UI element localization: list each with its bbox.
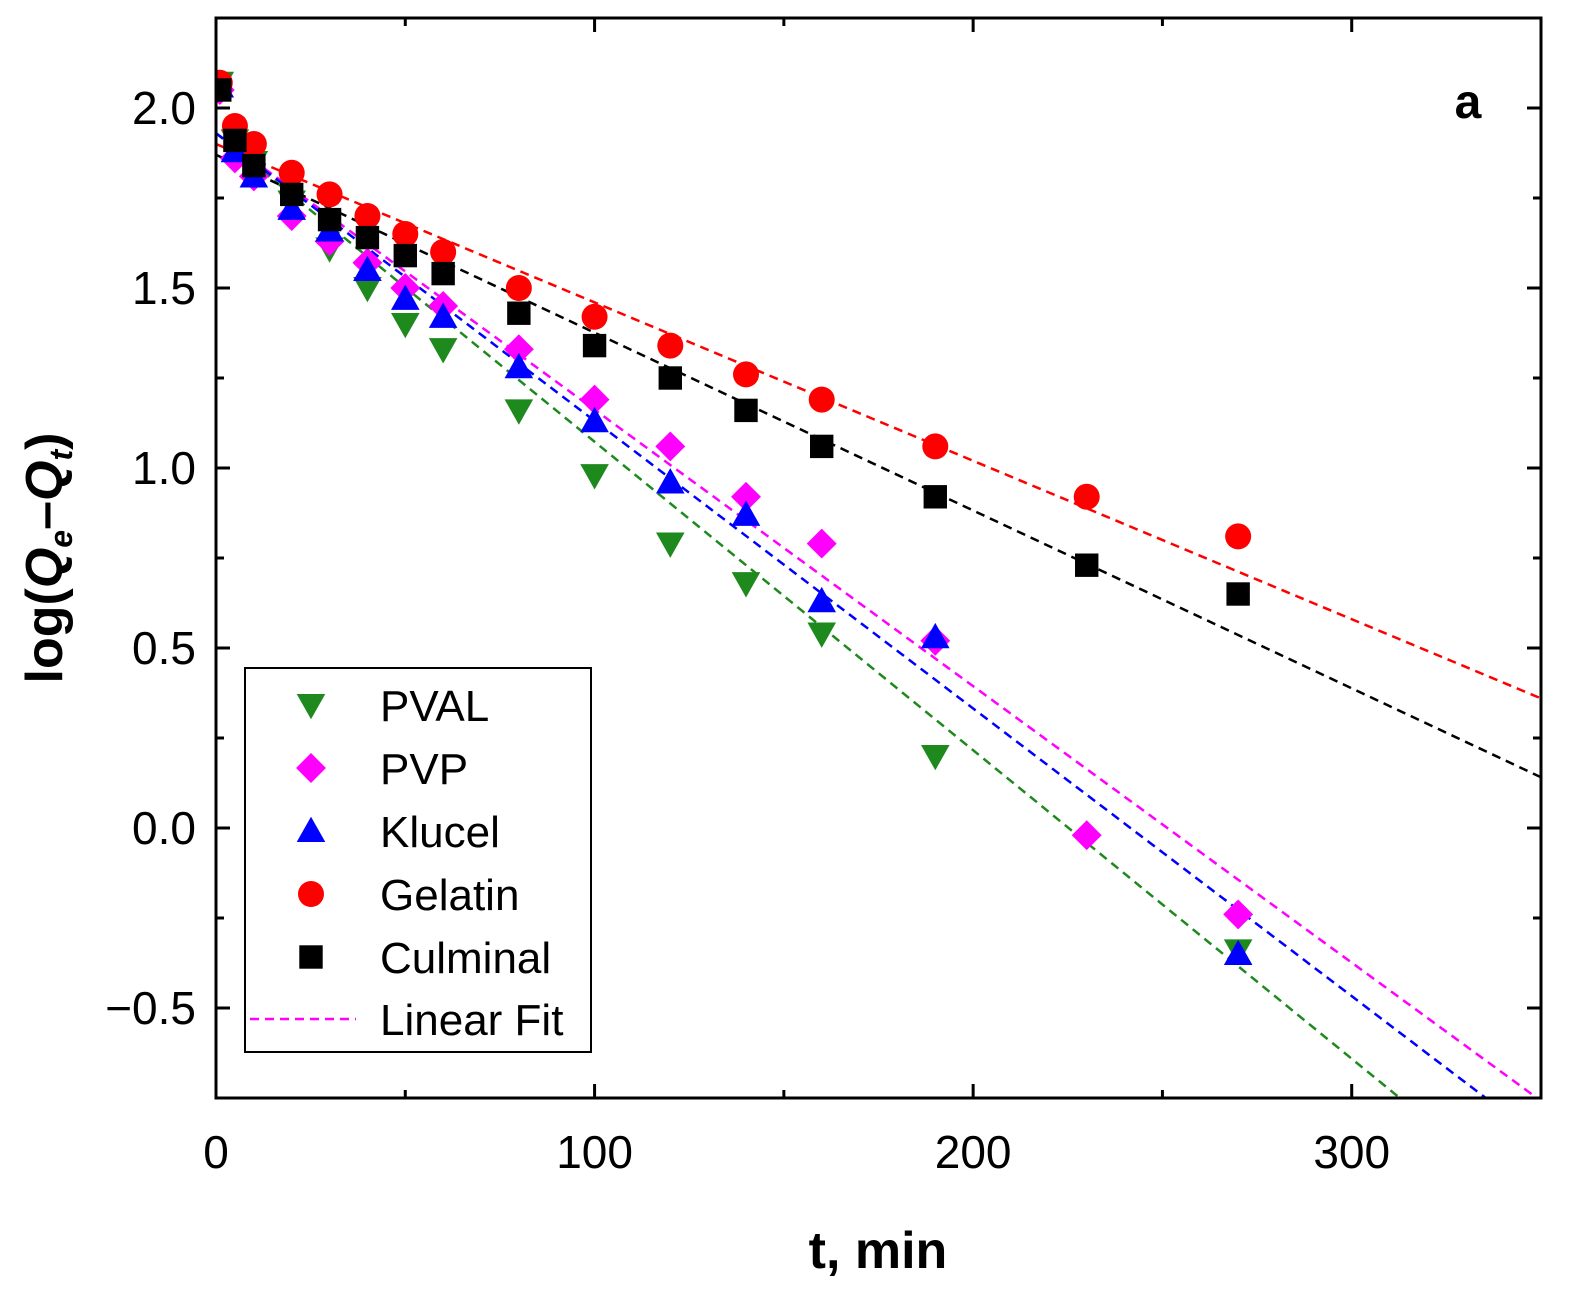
data-point-klucel [807, 586, 837, 613]
legend: PVAL PVP Klucel Gelatin Culminal Linear Fit [244, 667, 592, 1053]
data-point-pvp [579, 384, 610, 415]
data-point-pvp [731, 481, 761, 512]
data-point-pval [920, 744, 950, 771]
data-point-gelatin [1073, 483, 1100, 510]
y-tick-label: −0.5 [105, 982, 196, 1034]
data-point-pvp [1223, 899, 1254, 930]
y-axis-title-part: – [16, 501, 74, 530]
data-point-klucel [428, 302, 458, 328]
y-tick-label: 1.0 [132, 442, 196, 494]
data-point-culminal [1226, 582, 1250, 606]
y-axis-title-part: log( [16, 587, 74, 683]
legend-label-pval: PVAL [380, 682, 489, 731]
data-point-pval [655, 532, 685, 558]
legend-marker-pvp [296, 753, 326, 783]
legend-label-gelatin: Gelatin [380, 871, 519, 920]
legend-label-pvp: PVP [380, 745, 468, 794]
data-point-klucel [580, 406, 609, 433]
data-point-culminal [216, 78, 232, 102]
y-axis-title-part: Q [16, 461, 74, 501]
data-point-gelatin [278, 159, 305, 186]
axis-ticks: 0 100 200 300 −0.5 0.0 0.5 1.0 1.5 2.0 [105, 18, 1541, 1178]
data-point-gelatin [922, 433, 949, 460]
data-point-gelatin [581, 303, 608, 330]
data-point-pval [807, 622, 837, 648]
y-tick-label: 0.0 [132, 802, 196, 854]
data-point-pval [390, 312, 420, 339]
data-point-gelatin [657, 332, 684, 359]
data-point-culminal [317, 207, 342, 232]
data-point-gelatin [240, 131, 267, 157]
data-point-culminal [1075, 553, 1099, 577]
data-point-klucel [1223, 939, 1253, 966]
data-point-culminal [393, 243, 417, 268]
data-point-pvp [806, 528, 837, 559]
legend-marker-pval [296, 693, 326, 720]
y-tick-label: 2.0 [132, 82, 196, 134]
data-point-gelatin [733, 361, 759, 388]
y-axis-title-part: e [43, 530, 79, 548]
data-point-culminal [923, 485, 947, 509]
data-point-pvp [1071, 820, 1102, 851]
data-point-pval [428, 338, 458, 364]
x-tick-label: 100 [556, 1126, 633, 1178]
data-point-gelatin [392, 221, 419, 247]
x-tick-label: 200 [935, 1126, 1012, 1178]
data-point-culminal [734, 398, 758, 423]
data-point-gelatin [430, 239, 457, 265]
y-axis-title-part: Q [16, 548, 74, 588]
legend-marker-klucel [296, 816, 326, 843]
data-point-culminal [355, 225, 380, 250]
data-point-culminal [242, 153, 266, 178]
legend-fit-label: Linear Fit [380, 996, 563, 1045]
legend-marker-gelatin [298, 881, 324, 907]
data-point-culminal [658, 366, 682, 390]
x-tick-label: 300 [1313, 1126, 1390, 1178]
data-point-klucel [277, 194, 307, 220]
data-point-pval [353, 276, 382, 303]
x-tick-label: 0 [203, 1126, 229, 1178]
data-point-culminal [223, 128, 247, 153]
y-axis-title: log(Qe–Qt) [16, 433, 79, 684]
data-point-gelatin [316, 181, 343, 208]
y-axis-title-part: t [43, 449, 79, 461]
data-points [216, 69, 1254, 966]
panel-label: a [1455, 76, 1482, 129]
legend-box [244, 667, 592, 1053]
data-point-klucel [920, 622, 950, 649]
legend-label-klucel: Klucel [380, 808, 500, 857]
data-point-culminal [810, 434, 834, 459]
data-point-klucel [731, 500, 761, 526]
data-point-culminal [507, 301, 531, 325]
fit-line-pvp [216, 132, 1540, 1098]
data-point-pval [731, 572, 761, 598]
y-tick-label: 1.5 [132, 262, 196, 314]
data-point-pvp [503, 334, 534, 365]
data-point-pval [580, 464, 609, 490]
y-axis-title-part: ) [16, 433, 74, 450]
data-point-culminal [431, 261, 455, 286]
data-point-pval [504, 399, 534, 425]
data-point-klucel [504, 352, 534, 379]
data-point-gelatin [354, 203, 381, 229]
data-point-gelatin [1225, 523, 1252, 550]
data-point-klucel [353, 255, 382, 282]
legend-items: PVAL PVP Klucel Gelatin Culminal [296, 682, 551, 983]
y-tick-label: 0.5 [132, 622, 196, 674]
data-point-gelatin [808, 386, 835, 413]
data-point-culminal [582, 333, 607, 358]
legend-label-culminal: Culminal [380, 934, 551, 983]
data-point-klucel [655, 468, 685, 494]
data-point-pvp [655, 431, 686, 462]
data-point-culminal [280, 182, 304, 207]
data-point-klucel [390, 284, 420, 310]
data-point-gelatin [505, 275, 532, 301]
x-axis-title: t, min [809, 1222, 948, 1280]
legend-marker-culminal [299, 945, 323, 969]
